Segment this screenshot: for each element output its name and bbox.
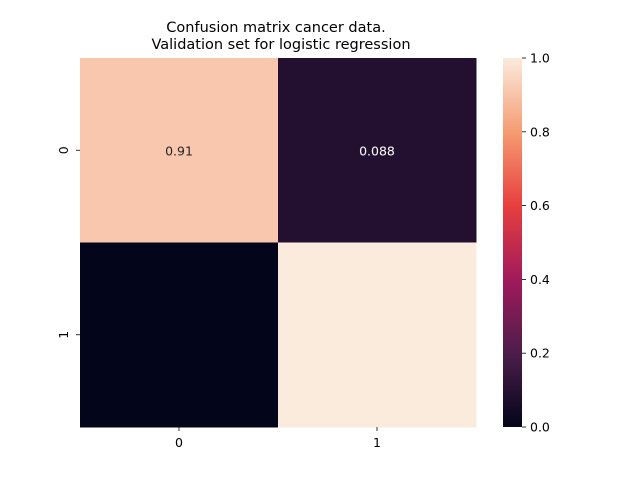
colorbar-tick-label: 0.6 (530, 198, 550, 213)
colorbar (503, 58, 522, 427)
colorbar-tick-label: 0.8 (530, 124, 550, 139)
cell-annotation-0-1: 0.088 (359, 143, 395, 158)
chart-title-line2: Validation set for logistic regression (151, 37, 410, 53)
heatmap-cell-1-1 (278, 242, 477, 428)
colorbar-tick-label: 0.2 (530, 346, 550, 361)
heatmap-cell-0-1 (278, 58, 477, 243)
colorbar-tick-label: 0.0 (530, 420, 550, 435)
colorbar-tick-label: 1.0 (530, 51, 550, 66)
colorbar-ticks: 0.0 0.2 0.4 0.6 0.8 1.0 (522, 51, 550, 435)
x-tick-label: 1 (373, 435, 381, 450)
heatmap-cell-0-0 (80, 58, 279, 243)
heatmap-cell-1-0 (80, 242, 279, 428)
x-tick-label: 0 (175, 435, 183, 450)
cell-annotation-0-0: 0.91 (165, 143, 193, 158)
heatmap-cell-labels: 0.91 0.088 (165, 143, 395, 158)
y-tick-label: 0 (56, 146, 71, 154)
heatmap-cells (80, 58, 477, 428)
colorbar-tick-label: 0.4 (530, 272, 550, 287)
y-tick-label: 1 (56, 331, 71, 339)
y-axis-ticks: 01 (56, 146, 80, 339)
chart-title-line1: Confusion matrix cancer data. (166, 20, 385, 36)
